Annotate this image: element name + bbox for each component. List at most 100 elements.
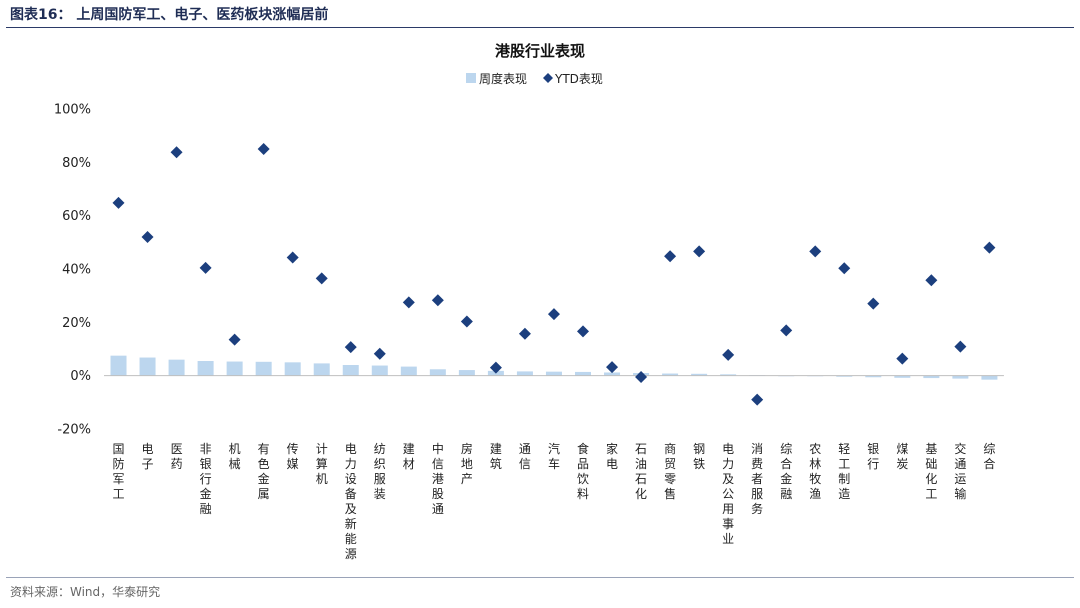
legend-diamond-swatch bbox=[543, 73, 553, 83]
ytd-series bbox=[112, 143, 996, 406]
weekly-bar bbox=[458, 370, 475, 376]
ytd-point bbox=[809, 245, 822, 258]
y-tick-label: 60% bbox=[62, 209, 91, 224]
legend: 周度表现 YTD表现 bbox=[466, 71, 603, 86]
category-label: 轻工制造 bbox=[838, 442, 850, 501]
ytd-point bbox=[402, 296, 415, 309]
ytd-point bbox=[228, 333, 241, 346]
weekly-bar bbox=[545, 371, 562, 376]
weekly-bar bbox=[836, 375, 853, 377]
ytd-point bbox=[576, 325, 589, 338]
ytd-point bbox=[315, 272, 328, 285]
category-label: 基础化工 bbox=[925, 442, 937, 501]
weekly-bar bbox=[255, 361, 272, 376]
category-label: 银行 bbox=[867, 442, 879, 471]
ytd-point bbox=[286, 251, 299, 264]
category-label: 中信港股通 bbox=[432, 441, 444, 516]
weekly-bar bbox=[691, 373, 708, 376]
category-label: 农林牧渔 bbox=[809, 442, 821, 501]
category-label: 综合 bbox=[983, 442, 995, 471]
ytd-point bbox=[954, 340, 967, 353]
legend-diamond-label: YTD表现 bbox=[554, 72, 603, 86]
category-label: 电力及公用事业 bbox=[722, 442, 734, 546]
ytd-point bbox=[547, 308, 560, 321]
legend-bar-label: 周度表现 bbox=[479, 71, 527, 86]
category-label: 家电 bbox=[606, 441, 618, 471]
weekly-bar bbox=[720, 374, 737, 376]
weekly-bar bbox=[342, 365, 359, 376]
ytd-point bbox=[257, 143, 270, 155]
weekly-bar bbox=[400, 366, 417, 376]
weekly-bar bbox=[110, 355, 127, 376]
weekly-bar bbox=[284, 362, 301, 376]
y-tick-label: 80% bbox=[62, 156, 91, 171]
ytd-point bbox=[460, 315, 473, 328]
ytd-point bbox=[867, 297, 880, 310]
weekly-bar bbox=[574, 371, 591, 376]
weekly-bar bbox=[865, 375, 882, 378]
category-label: 交通运输 bbox=[954, 441, 966, 501]
weekly-bar bbox=[981, 375, 998, 380]
category-label: 计算机 bbox=[316, 442, 328, 486]
y-tick-label: -20% bbox=[57, 423, 91, 438]
y-tick-label: 100% bbox=[54, 103, 91, 118]
category-label: 传媒 bbox=[287, 441, 299, 471]
ytd-point bbox=[925, 274, 938, 287]
category-label: 商贸零售 bbox=[664, 441, 676, 501]
weekly-bar bbox=[197, 361, 214, 376]
weekly-bar bbox=[168, 359, 185, 376]
ytd-point bbox=[693, 245, 706, 258]
category-label: 汽车 bbox=[548, 441, 560, 471]
ytd-point bbox=[722, 348, 735, 361]
category-label: 钢铁 bbox=[693, 442, 705, 471]
weekly-bar bbox=[516, 371, 533, 376]
category-label: 有色金属 bbox=[258, 442, 270, 501]
source-note: 资料来源：Wind，华泰研究 bbox=[10, 585, 161, 599]
weekly-bar bbox=[894, 375, 911, 378]
ytd-point bbox=[489, 361, 502, 374]
category-label: 纺织服装 bbox=[374, 442, 386, 501]
bar-series bbox=[110, 355, 998, 380]
category-label: 房地产 bbox=[461, 441, 473, 486]
category-label: 建材 bbox=[403, 442, 415, 471]
category-label: 电力设备及新能源 bbox=[345, 442, 357, 561]
figure-header: 图表16： 上周国防军工、电子、医药板块涨幅居前 bbox=[10, 7, 329, 23]
ytd-point bbox=[141, 231, 154, 243]
ytd-point bbox=[780, 324, 793, 337]
category-label: 医药 bbox=[171, 442, 183, 471]
weekly-bar bbox=[226, 361, 243, 376]
ytd-point bbox=[838, 262, 851, 275]
category-label: 综合金融 bbox=[780, 442, 792, 501]
ytd-point bbox=[983, 241, 996, 254]
ytd-point bbox=[606, 361, 619, 374]
ytd-point bbox=[896, 352, 909, 365]
y-axis-ticks: -20% 0% 20% 40% 60% 80% 100% bbox=[54, 103, 91, 438]
chart-title: 港股行业表现 bbox=[495, 42, 585, 60]
header-divider bbox=[6, 27, 1074, 28]
weekly-bar bbox=[923, 375, 940, 379]
weekly-bar bbox=[313, 363, 330, 376]
ytd-point bbox=[373, 347, 386, 360]
ytd-point bbox=[199, 261, 212, 274]
weekly-bar bbox=[952, 375, 969, 379]
category-label: 通信 bbox=[519, 442, 531, 471]
ytd-point bbox=[664, 250, 677, 263]
ytd-point bbox=[344, 341, 357, 354]
category-label: 煤炭 bbox=[896, 442, 908, 471]
ytd-point bbox=[635, 371, 648, 383]
category-label: 消费者服务 bbox=[751, 442, 763, 516]
ytd-point bbox=[751, 393, 764, 406]
category-label: 国防军工 bbox=[113, 442, 125, 501]
category-label: 石油石化 bbox=[635, 442, 647, 501]
category-label: 建筑 bbox=[490, 442, 502, 471]
ytd-point bbox=[431, 294, 444, 307]
legend-bar-swatch bbox=[466, 73, 476, 83]
y-tick-label: 40% bbox=[62, 263, 91, 278]
category-label: 非银行金融 bbox=[200, 442, 212, 516]
weekly-bar bbox=[429, 369, 446, 376]
chart: 港股行业表现 周度表现 YTD表现 -20% 0% 20% 40% 60% 80% 100%… bbox=[54, 42, 1004, 561]
category-label: 食品饮料 bbox=[577, 441, 589, 501]
weekly-bar bbox=[662, 373, 679, 376]
ytd-point bbox=[518, 327, 531, 340]
footer-divider bbox=[6, 577, 1074, 578]
